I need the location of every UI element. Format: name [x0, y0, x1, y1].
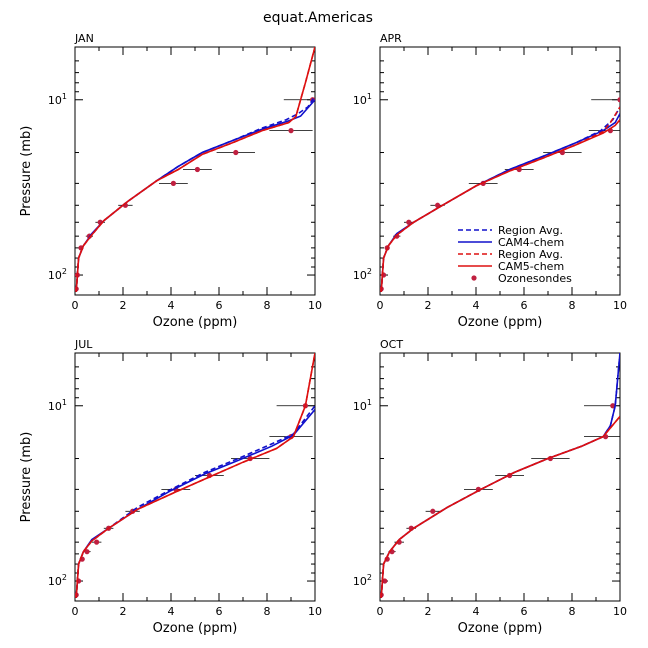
- y-tick-label: 102: [48, 573, 67, 588]
- panel-label: OCT: [380, 338, 403, 351]
- series-line-cam4-chem-solid: [75, 408, 315, 599]
- legend-label: Ozonesondes: [498, 272, 572, 285]
- y-tick-label: 102: [48, 267, 67, 282]
- x-tick-label: 8: [264, 605, 271, 618]
- model-series: [380, 106, 620, 293]
- model-series: [380, 353, 620, 599]
- panel-label: JUL: [74, 338, 93, 351]
- x-tick-label: 2: [120, 299, 127, 312]
- ozonesondes-series: [380, 403, 620, 598]
- x-tick-label: 10: [308, 299, 322, 312]
- legend-label: CAM4-chem: [498, 236, 564, 249]
- x-tick-label: 6: [216, 299, 223, 312]
- panel-oct: OCT 0 2 4 6 8 10 101 102 Ozone (ppm): [353, 338, 627, 636]
- x-tick-label: 2: [425, 299, 432, 312]
- y-tick-label: 101: [48, 398, 67, 413]
- y-axis-label: Pressure (mb): [19, 432, 34, 523]
- x-axis-label: Ozone (ppm): [153, 315, 238, 330]
- ozonesonde-point: [170, 180, 176, 186]
- ozonesonde-point: [382, 578, 388, 584]
- series-line-cam5-chem-dashed: [380, 415, 620, 599]
- ozonesonde-point: [84, 549, 90, 555]
- x-tick-label: 0: [377, 605, 384, 618]
- x-tick-label: 10: [613, 299, 627, 312]
- x-axis-label: Ozone (ppm): [458, 315, 543, 330]
- x-tick-label: 8: [569, 605, 576, 618]
- y-tick-label: 102: [353, 573, 372, 588]
- ozonesonde-point: [430, 508, 436, 514]
- plot-frame: [74, 46, 316, 296]
- x-tick-label: 10: [613, 605, 627, 618]
- x-tick-label: 0: [72, 605, 79, 618]
- x-tick-label: 0: [377, 299, 384, 312]
- legend-label: Region Avg.: [498, 248, 563, 261]
- x-tick-label: 6: [521, 299, 528, 312]
- panel-apr: APR 0 2 4 6 8 10 101 102 Ozone (ppm): [353, 32, 627, 330]
- y-tick-label: 101: [353, 92, 372, 107]
- series-line-cam5-chem-solid: [380, 119, 620, 293]
- y-tick-label: 102: [353, 267, 372, 282]
- x-tick-label: 10: [308, 605, 322, 618]
- plot-frame: [379, 352, 621, 602]
- x-tick-label: 4: [168, 605, 175, 618]
- panel-jul: JUL 0 2 4 6 8 10 101 102 Ozone (ppm) Pressure (mb): [19, 338, 322, 636]
- series-line-cam4-chem-solid: [75, 99, 315, 293]
- x-tick-label: 0: [72, 299, 79, 312]
- plot-frame: [74, 352, 316, 602]
- ozonesonde-point: [288, 128, 294, 134]
- x-tick-label: 2: [425, 605, 432, 618]
- y-tick-label: 101: [353, 398, 372, 413]
- series-line-cam5-chem-solid: [75, 353, 315, 599]
- legend-label: Region Avg.: [498, 224, 563, 237]
- x-tick-label: 4: [473, 605, 480, 618]
- x-tick-label: 6: [521, 605, 528, 618]
- series-line-cam4-chem-dashed: [75, 405, 315, 599]
- y-axis-label: Pressure (mb): [19, 126, 34, 217]
- x-tick-label: 4: [168, 299, 175, 312]
- x-axis-label: Ozone (ppm): [153, 621, 238, 636]
- ozonesonde-point: [406, 219, 412, 225]
- ozonesonde-point: [94, 539, 100, 545]
- y-tick-label: 101: [48, 92, 67, 107]
- x-tick-label: 6: [216, 605, 223, 618]
- series-line-cam5-chem-solid: [380, 415, 620, 599]
- legend-label: CAM5-chem: [498, 260, 564, 273]
- model-series: [75, 353, 315, 599]
- ozonesonde-point: [194, 166, 200, 173]
- panel-label: JAN: [74, 32, 94, 45]
- x-axis-label: Ozone (ppm): [458, 621, 543, 636]
- model-series: [75, 47, 315, 293]
- ozonesonde-point: [233, 149, 239, 156]
- panel-label: APR: [380, 32, 402, 45]
- ozonesonde-point: [617, 97, 620, 103]
- x-tick-label: 4: [473, 299, 480, 312]
- panel-jan: JAN 0 2 4 6 8 10 101 102 Ozone (ppm) Pressure (mb): [19, 32, 322, 330]
- figure-title: equat.Americas: [263, 10, 373, 26]
- x-tick-label: 8: [569, 299, 576, 312]
- x-tick-label: 2: [120, 605, 127, 618]
- ozonesondes-series: [75, 97, 315, 292]
- legend-marker: [471, 275, 477, 281]
- x-tick-label: 8: [264, 299, 271, 312]
- series-line-cam5-chem-solid: [75, 47, 315, 293]
